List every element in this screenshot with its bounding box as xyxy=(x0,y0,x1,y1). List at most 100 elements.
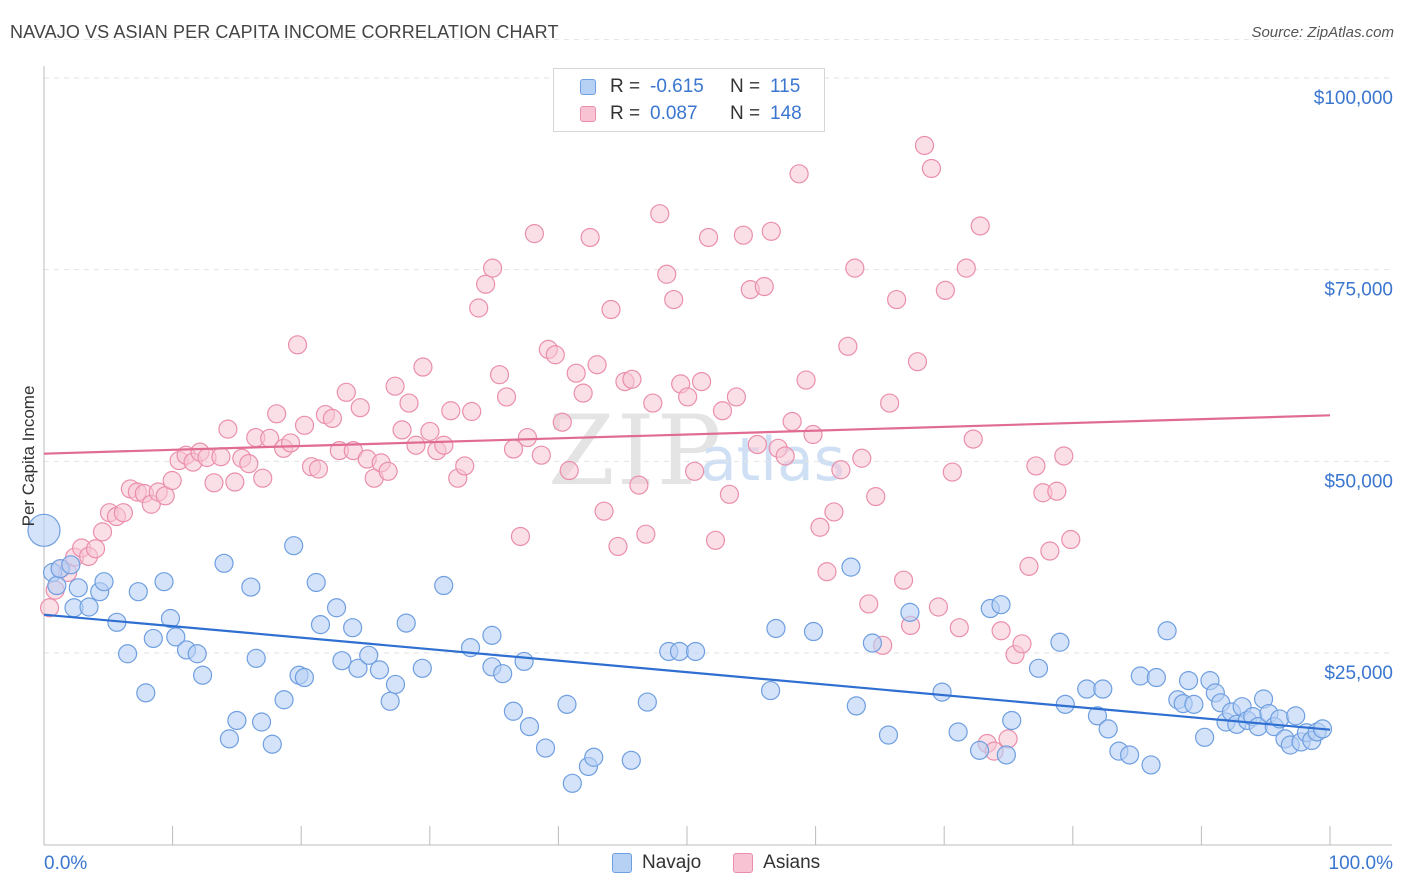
x-tick-label: 100.0% xyxy=(1329,853,1394,874)
source-label: Source: ZipAtlas.com xyxy=(1251,24,1394,41)
navajo-point xyxy=(557,694,577,714)
legend-item-asians[interactable]: Asians xyxy=(733,852,820,874)
asians-point xyxy=(587,355,607,375)
asians-point xyxy=(796,370,816,390)
navajo-point xyxy=(214,553,234,573)
n-value: 115 xyxy=(770,76,801,97)
legend-label-asians: Asians xyxy=(763,852,821,873)
navajo-point xyxy=(584,747,604,767)
asians-point xyxy=(441,401,461,421)
asians-point xyxy=(726,387,747,407)
asians-point xyxy=(420,421,440,442)
asians-point xyxy=(880,393,900,413)
r-label: R = xyxy=(610,76,641,97)
navajo-point xyxy=(1157,621,1177,641)
correlation-legend: R = -0.615 N = 115 R = 0.087 N = 148 xyxy=(553,68,825,132)
navajo-trend-line xyxy=(43,613,1331,731)
asians-point xyxy=(859,594,879,614)
navajo-point xyxy=(343,618,363,638)
asians-point xyxy=(733,225,753,245)
navajo-point xyxy=(227,710,247,731)
navajo-point xyxy=(434,575,454,596)
legend-row-navajo: R = -0.615 N = 115 xyxy=(580,75,800,99)
navajo-point xyxy=(359,645,379,665)
asians-point xyxy=(685,461,705,481)
navajo-point xyxy=(219,729,239,749)
asians-point xyxy=(343,441,363,461)
asians-point xyxy=(267,404,287,424)
asians-point xyxy=(942,462,962,482)
tick-labels: $25,000 $50,000 $75,000 $100,000 0.0% 100.0% P… xyxy=(19,88,1393,874)
navajo-point xyxy=(326,598,347,618)
n-label: N = xyxy=(730,76,761,97)
asians-point xyxy=(956,258,976,278)
asians-point xyxy=(531,445,551,465)
navajo-swatch xyxy=(580,79,596,95)
asians-swatch xyxy=(580,106,596,122)
navajo-point xyxy=(143,628,163,649)
asians-point xyxy=(782,411,802,432)
navajo-point xyxy=(1195,727,1215,747)
asians-point xyxy=(1026,456,1046,476)
navajo-point xyxy=(369,660,390,680)
navajo-point xyxy=(991,595,1011,615)
navajo-point xyxy=(385,674,406,695)
asians-point xyxy=(678,387,698,407)
asians-point xyxy=(698,227,719,248)
asians-point xyxy=(803,424,823,445)
asians-point xyxy=(893,570,914,590)
navajo-point xyxy=(535,738,556,758)
navajo-point xyxy=(996,745,1016,765)
asians-point xyxy=(239,454,259,474)
asians-point xyxy=(887,289,907,310)
asians-point xyxy=(949,618,969,638)
asians-point xyxy=(92,522,113,542)
legend-label-navajo: Navajo xyxy=(642,852,702,873)
navajo-point xyxy=(969,740,990,760)
asians-point xyxy=(489,365,510,385)
legend-item-navajo[interactable]: Navajo xyxy=(612,852,701,874)
navajo-points xyxy=(27,513,1333,793)
asians-point xyxy=(350,398,370,418)
asians-point xyxy=(385,376,405,396)
navajo-point xyxy=(1050,632,1070,652)
asians-point xyxy=(566,363,586,383)
n-value: 148 xyxy=(770,103,802,124)
axes xyxy=(43,66,1392,846)
navajo-point xyxy=(766,618,786,639)
asians-point xyxy=(824,502,844,522)
navajo-point xyxy=(1028,658,1049,678)
asians-point xyxy=(39,598,60,618)
navajo-point xyxy=(396,613,416,633)
navajo-point xyxy=(27,513,61,547)
asians-point xyxy=(510,526,531,547)
navajo-point xyxy=(514,651,534,672)
navajo-point xyxy=(862,633,882,653)
r-value: 0.087 xyxy=(650,103,698,124)
asians-point xyxy=(524,224,544,244)
asians-point xyxy=(608,536,628,557)
navajo-point xyxy=(68,578,88,598)
navajo-point xyxy=(166,627,186,647)
navajo-point xyxy=(241,577,261,597)
asians-point xyxy=(991,621,1011,641)
asians-point xyxy=(907,352,928,372)
asians-point xyxy=(559,460,579,481)
navajo-point xyxy=(380,691,400,711)
navajo-point xyxy=(621,750,641,770)
y-tick-label: $100,000 xyxy=(1314,88,1393,109)
navajo-point xyxy=(562,773,582,793)
asians-point xyxy=(225,472,245,492)
navajo-point xyxy=(310,615,331,635)
asians-point xyxy=(650,204,670,224)
asians-point xyxy=(336,382,356,402)
asians-point xyxy=(482,258,503,278)
asians-point xyxy=(775,446,795,466)
asians-point xyxy=(935,280,955,300)
asians-point xyxy=(970,216,990,236)
asians-point xyxy=(1061,529,1081,550)
y-axis-title: Per Capita Income xyxy=(19,386,38,527)
r-value: -0.615 xyxy=(650,76,704,97)
asians-point xyxy=(747,434,767,455)
